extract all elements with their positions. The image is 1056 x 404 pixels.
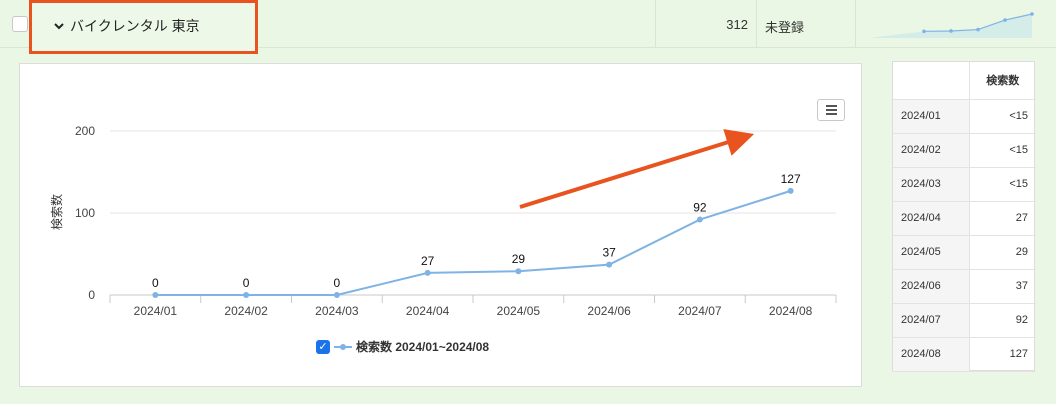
table-header-blank xyxy=(893,62,970,100)
chart-menu-button[interactable] xyxy=(817,99,845,121)
keyword-toggle[interactable]: バイクレンタル 東京 xyxy=(52,16,200,36)
highlight-box xyxy=(29,0,258,54)
table-cell-value: <15 xyxy=(969,167,1036,202)
table-row: 2024/01 <15 xyxy=(893,99,1036,134)
row-checkbox[interactable] xyxy=(12,16,28,32)
sparkline-point xyxy=(1003,18,1007,22)
data-label: 92 xyxy=(693,201,707,215)
table-row: 2024/05 29 xyxy=(893,235,1036,270)
chart-panel xyxy=(19,63,862,387)
sparkline-point xyxy=(949,29,953,33)
data-table-panel: 検索数 2024/01 <15 2024/02 <15 2024/03 <15 2024/0… xyxy=(892,61,1036,372)
data-label: 37 xyxy=(602,246,616,260)
cell-divider xyxy=(855,0,856,48)
table-header-volume: 検索数 xyxy=(969,62,1036,100)
table-row: 2024/07 92 xyxy=(893,303,1036,338)
trend-arrow xyxy=(519,129,755,209)
table-cell-month: 2024/03 xyxy=(893,167,970,202)
sparkline xyxy=(868,12,1034,38)
y-axis-label: 検索数 xyxy=(49,194,64,230)
table-cell-value: <15 xyxy=(969,133,1036,168)
data-label: 0 xyxy=(243,276,250,290)
data-point xyxy=(606,261,613,268)
table-row: 2024/08 127 xyxy=(893,337,1036,372)
data-point xyxy=(424,269,431,276)
y-tick-label: 0 xyxy=(88,288,95,302)
data-point xyxy=(243,292,250,298)
table-row: 2024/06 37 xyxy=(893,269,1036,304)
sparkline-point xyxy=(976,27,980,32)
menu-icon-bar xyxy=(825,113,837,115)
sparkline-point xyxy=(1030,12,1034,16)
legend-checkbox-icon[interactable]: ✓ xyxy=(316,339,330,354)
legend-label: 検索数 2024/01~2024/08 xyxy=(356,340,490,354)
cell-divider xyxy=(756,0,757,48)
table-cell-month: 2024/06 xyxy=(893,269,970,304)
menu-icon xyxy=(825,105,837,107)
table-row: 2024/03 <15 xyxy=(893,167,1036,202)
table-cell-month: 2024/05 xyxy=(893,235,970,270)
chevron-down-icon xyxy=(54,23,64,30)
x-tick-label: 2024/04 xyxy=(406,304,450,318)
table-cell-month: 2024/07 xyxy=(893,303,970,338)
table-row: 2024/02 <15 xyxy=(893,133,1036,168)
data-point xyxy=(696,216,703,223)
x-tick-label: 2024/03 xyxy=(315,304,359,318)
status-text: 未登録 xyxy=(765,20,805,35)
data-label: 29 xyxy=(512,252,526,266)
data-label: 127 xyxy=(781,172,801,186)
keyword-label: バイクレンタル 東京 xyxy=(70,18,200,34)
search-volume: 312 xyxy=(726,17,748,32)
table-cell-month: 2024/02 xyxy=(893,133,970,168)
sparkline-point xyxy=(922,29,926,34)
table-row: 2024/04 27 xyxy=(893,201,1036,236)
x-tick-label: 2024/01 xyxy=(134,304,178,318)
data-point xyxy=(333,292,340,298)
table-cell-month: 2024/04 xyxy=(893,201,970,236)
table-cell-value: <15 xyxy=(969,99,1036,134)
menu-icon-bar xyxy=(825,109,837,111)
data-point xyxy=(152,292,159,298)
y-tick-label: 100 xyxy=(75,206,95,220)
table-cell-value: 37 xyxy=(969,269,1036,304)
data-label: 0 xyxy=(152,276,159,290)
table-cell-value: 92 xyxy=(969,303,1036,338)
data-label: 27 xyxy=(421,254,435,268)
x-tick-label: 2024/05 xyxy=(497,304,541,318)
table-cell-value: 27 xyxy=(969,201,1036,236)
data-point xyxy=(515,268,522,275)
data-table: 検索数 2024/01 <15 2024/02 <15 2024/03 <15 2024/0… xyxy=(893,62,1036,372)
table-cell-month: 2024/08 xyxy=(893,337,970,372)
table-cell-value: 29 xyxy=(969,235,1036,270)
data-label: 0 xyxy=(334,276,341,290)
table-cell-value: 127 xyxy=(969,337,1036,372)
cell-divider xyxy=(655,0,656,48)
x-tick-label: 2024/08 xyxy=(769,304,813,318)
series-line xyxy=(155,189,791,296)
data-point xyxy=(787,187,794,194)
y-tick-label: 200 xyxy=(75,124,95,138)
x-tick-label: 2024/02 xyxy=(224,304,268,318)
x-tick-label: 2024/07 xyxy=(678,304,722,318)
x-tick-label: 2024/06 xyxy=(587,304,631,318)
table-cell-month: 2024/01 xyxy=(893,99,970,134)
legend-line-icon xyxy=(334,343,352,350)
chart-legend[interactable]: ✓ 検索数 2024/01~2024/08 xyxy=(316,338,489,355)
